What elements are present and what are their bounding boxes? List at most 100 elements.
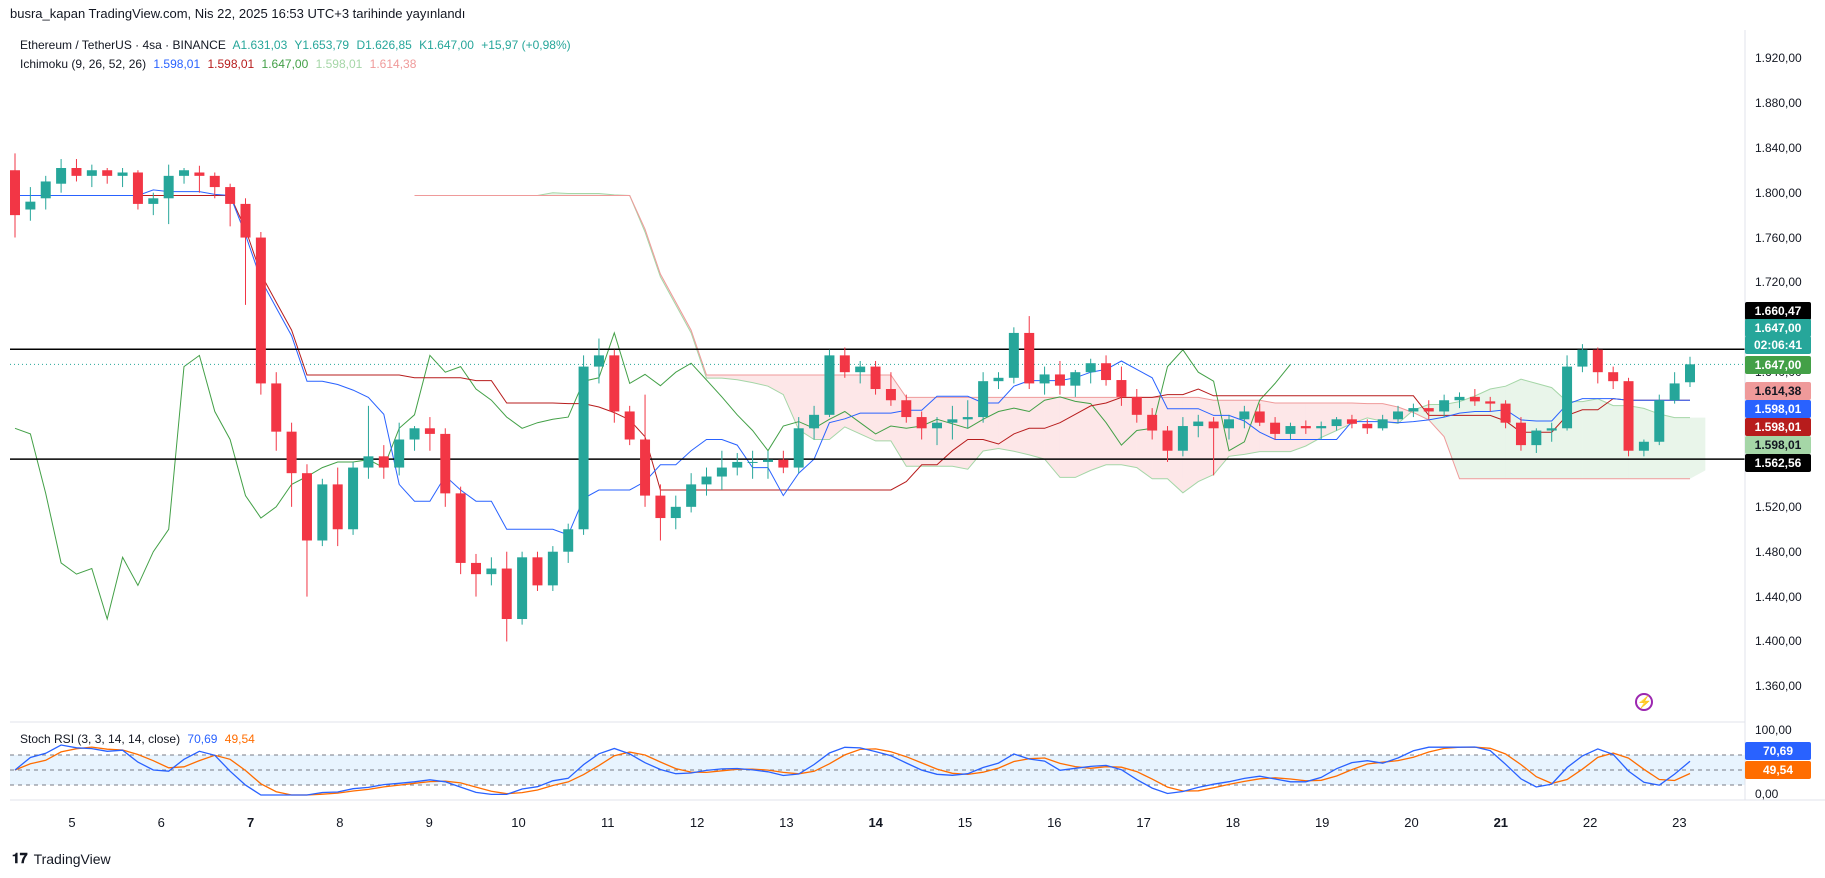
cloud-segment bbox=[998, 397, 1014, 452]
candle-body bbox=[1485, 401, 1496, 404]
candle-body bbox=[225, 187, 236, 204]
candle-body bbox=[532, 557, 543, 586]
candle-body bbox=[747, 461, 758, 463]
rsi-legend: Stoch RSI (3, 3, 14, 14, close) 70,69 49… bbox=[20, 732, 259, 746]
time-tick-label: 23 bbox=[1672, 815, 1687, 830]
candle-body bbox=[132, 172, 143, 204]
candle-body bbox=[1685, 364, 1695, 383]
ichimoku-cloud bbox=[537, 192, 1706, 493]
candle-body bbox=[1116, 380, 1127, 397]
stoch-rsi-k-line bbox=[14, 744, 1691, 796]
cloud-segment bbox=[860, 375, 876, 441]
price-tick-label: 1.360,00 bbox=[1755, 679, 1802, 694]
candle-body bbox=[578, 366, 589, 530]
price-tick-label: 1.760,00 bbox=[1755, 230, 1802, 245]
candle-body bbox=[363, 456, 374, 468]
cloud-segment bbox=[568, 193, 584, 196]
candle-body bbox=[71, 168, 82, 176]
cloud-segment bbox=[1013, 397, 1030, 455]
time-tick-label: 14 bbox=[868, 815, 883, 830]
time-tick-label: 18 bbox=[1225, 815, 1241, 830]
cloud-segment bbox=[1690, 417, 1706, 479]
cloud-segment bbox=[1182, 397, 1199, 493]
candle-body bbox=[1654, 400, 1665, 442]
candle-body bbox=[1101, 363, 1112, 381]
time-tick-label: 19 bbox=[1314, 815, 1330, 830]
candle-body bbox=[1669, 383, 1680, 401]
cloud-segment bbox=[1490, 386, 1506, 479]
time-tick-label: 7 bbox=[246, 815, 255, 830]
time-tick-label: 15 bbox=[957, 815, 973, 830]
ohlc-high: Y1.653,79 bbox=[294, 38, 350, 52]
candle-body bbox=[1362, 423, 1373, 429]
candle-body bbox=[471, 562, 482, 575]
tradingview-logo-icon: 𝟏𝟕 bbox=[12, 850, 28, 866]
time-tick-label: 8 bbox=[336, 815, 344, 830]
candle-body bbox=[1531, 430, 1542, 446]
lightning-icon[interactable]: ⚡ bbox=[1635, 693, 1653, 711]
candle-body bbox=[624, 411, 635, 440]
price-tick-label: 1.480,00 bbox=[1755, 544, 1802, 559]
candle-body bbox=[486, 568, 497, 575]
candle-body bbox=[962, 417, 973, 420]
candle-body bbox=[901, 400, 912, 418]
candle-body bbox=[1070, 372, 1081, 386]
ohlc-open: A1.631,03 bbox=[232, 38, 288, 52]
candle-body bbox=[762, 459, 773, 462]
rsi-tick-label: 0,00 bbox=[1755, 787, 1779, 801]
cloud-segment bbox=[1305, 403, 1322, 446]
candle-body bbox=[1638, 441, 1649, 451]
ichimoku-label: Ichimoku (9, 26, 52, 26) bbox=[20, 57, 147, 71]
cloud-segment bbox=[1674, 417, 1690, 479]
cloud-segment bbox=[1106, 397, 1122, 465]
cloud-segment bbox=[1075, 397, 1091, 478]
candle-body bbox=[1162, 430, 1173, 451]
candle-body bbox=[670, 506, 681, 519]
time-tick-label: 11 bbox=[601, 815, 615, 830]
candle-body bbox=[1546, 428, 1557, 431]
cloud-segment bbox=[1459, 396, 1475, 479]
candle-body bbox=[271, 383, 282, 432]
time-tick-label: 21 bbox=[1493, 815, 1509, 830]
ichimoku-lagging-line bbox=[14, 331, 1291, 621]
cloud-segment bbox=[937, 397, 953, 467]
candle-body bbox=[1608, 372, 1619, 382]
candle-body bbox=[1270, 422, 1281, 434]
candle-body bbox=[1439, 400, 1450, 412]
candle-body bbox=[332, 484, 343, 530]
cloud-segment bbox=[1198, 397, 1214, 482]
rsi-d-value: 49,54 bbox=[224, 732, 255, 746]
price-badge: 1.614,38 bbox=[1745, 382, 1811, 400]
candle-body bbox=[317, 484, 328, 541]
candle-body bbox=[1054, 374, 1065, 386]
candle-body bbox=[348, 467, 359, 530]
candle-body bbox=[1331, 419, 1342, 427]
ichimoku-legend: Ichimoku (9, 26, 52, 26) 1.598,01 1.598,… bbox=[20, 57, 420, 71]
cloud-segment bbox=[1321, 403, 1337, 438]
cloud-segment bbox=[737, 375, 753, 383]
cloud-segment bbox=[921, 397, 938, 467]
stoch-rsi-pane bbox=[10, 744, 1745, 796]
cloud-segment bbox=[844, 375, 861, 434]
price-tick-label: 1.440,00 bbox=[1755, 589, 1802, 604]
candle-body bbox=[593, 355, 604, 367]
candle-body bbox=[839, 355, 850, 373]
rsi-label: Stoch RSI (3, 3, 14, 14, close) bbox=[20, 732, 181, 746]
price-tick-label: 1.520,00 bbox=[1755, 499, 1802, 514]
price-tick-label: 1.720,00 bbox=[1755, 275, 1802, 290]
candle-body bbox=[1316, 426, 1327, 429]
candle-body bbox=[440, 433, 451, 494]
footer: 𝟏𝟕 TradingView bbox=[12, 850, 111, 867]
candle-body bbox=[1393, 411, 1404, 420]
ichimoku-spanb-value: 1.614,38 bbox=[369, 57, 417, 71]
time-tick-label: 16 bbox=[1047, 815, 1062, 830]
price-tick-label: 1.400,00 bbox=[1755, 634, 1802, 649]
candle-body bbox=[809, 414, 820, 429]
price-badge: 1.598,01 bbox=[1745, 400, 1811, 418]
candle-body bbox=[148, 198, 159, 204]
candle-body bbox=[1208, 421, 1219, 429]
price-badge: 1.647,00 bbox=[1745, 319, 1811, 337]
price-badge: 1.647,00 bbox=[1745, 356, 1811, 374]
candle-body bbox=[1223, 419, 1234, 429]
